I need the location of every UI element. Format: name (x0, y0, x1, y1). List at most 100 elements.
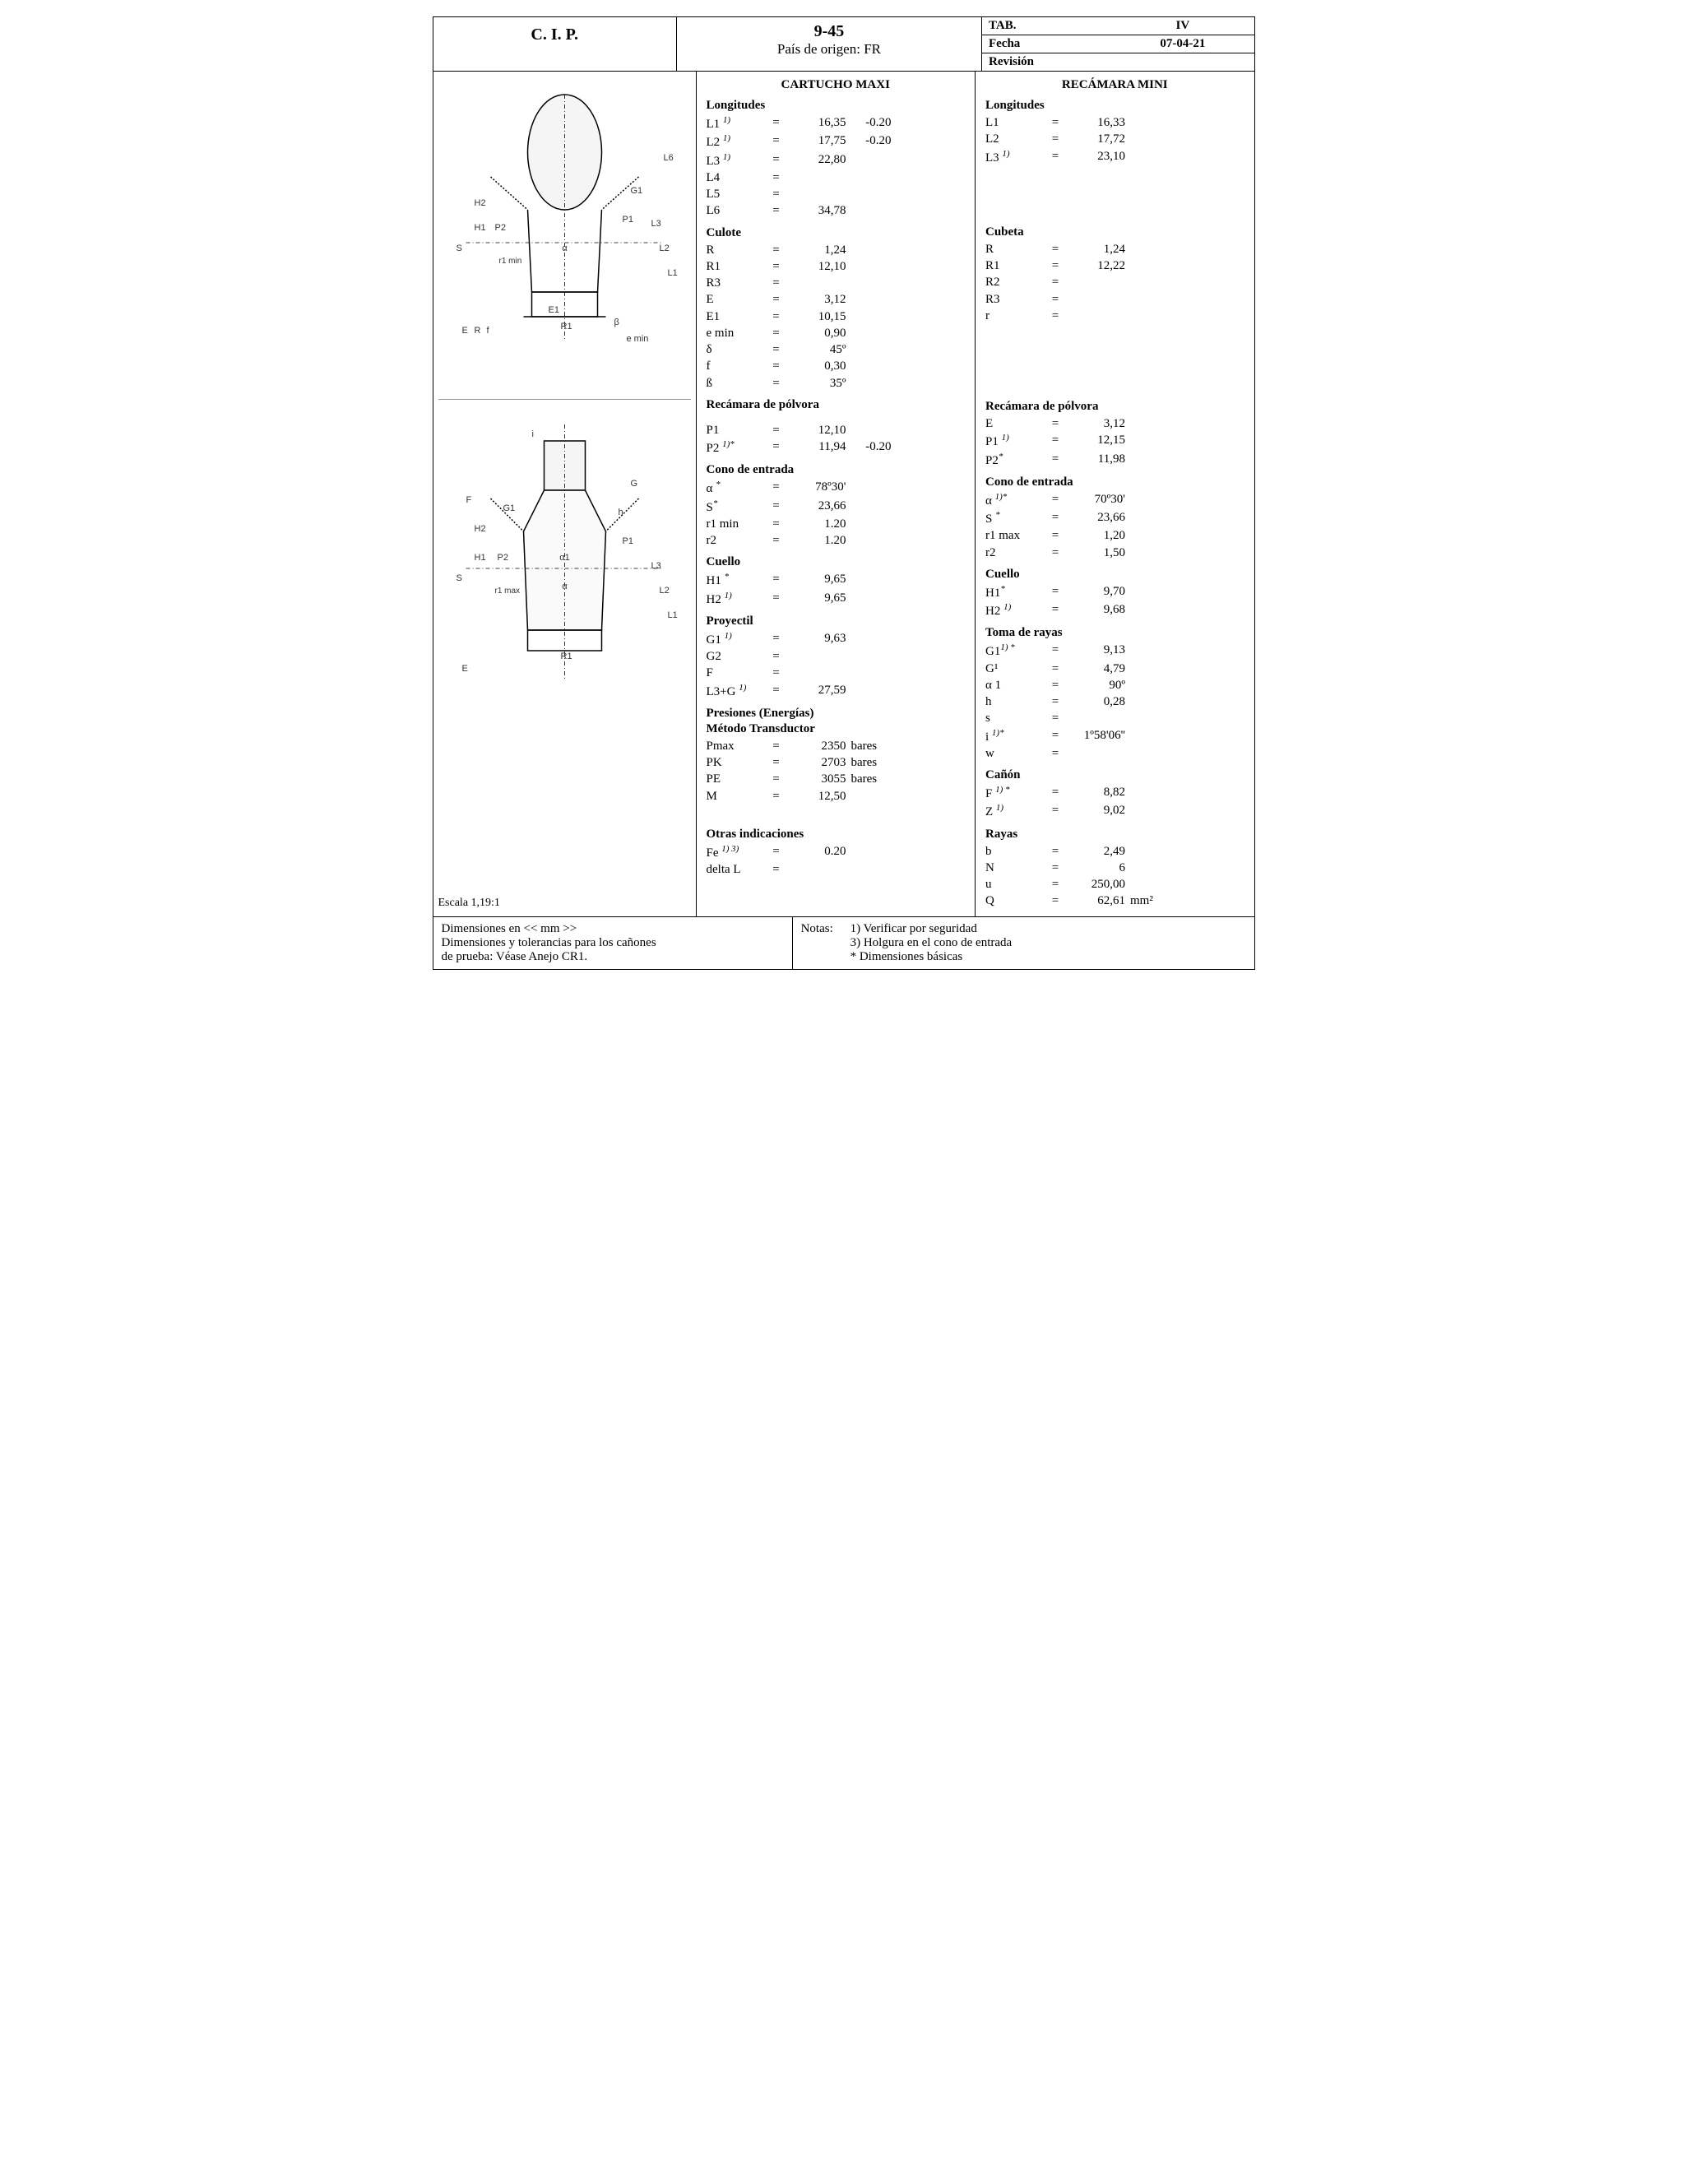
row-c2-G: G¹=4,79 (985, 661, 1244, 677)
sec-canon: Cañón (985, 768, 1244, 782)
header-date-row: Fecha 07-04-21 (982, 35, 1254, 53)
row-c1-delta: δ=45º (707, 341, 966, 358)
row-c2-u: u=250,00 (985, 876, 1244, 893)
cartucho-maxi-column: CARTUCHO MAXI Longitudes L1 1)=16,35-0.2… (697, 72, 976, 916)
row-c2-Q: Q=62,61mm² (985, 893, 1244, 909)
footer-dim-line3: de prueba: Véase Anejo CR1. (442, 950, 784, 964)
col2-title: RECÁMARA MINI (985, 78, 1244, 92)
row-c1-dL: delta L= (707, 861, 966, 878)
row-c1-S: S*=23,66 (707, 498, 966, 516)
svg-text:L3: L3 (651, 219, 660, 229)
header-org: C. I. P. (433, 17, 677, 71)
row-c1-P2: P2 1)*=11,94-0.20 (707, 438, 966, 457)
date-value: 07-04-21 (1118, 37, 1247, 51)
row-c2-E: E=3,12 (985, 415, 1244, 432)
row-c2-s: s= (985, 710, 1244, 726)
row-c2-S: S *=23,66 (985, 509, 1244, 527)
row-c1-L3G: L3+G 1)=27,59 (707, 682, 966, 700)
svg-text:E: E (461, 326, 467, 336)
row-c2-P1: P1 1)=12,15 (985, 432, 1244, 450)
svg-text:H2: H2 (474, 198, 485, 208)
sec-otras: Otras indicaciones (707, 828, 966, 842)
note-3-text: 3) Holgura en el cono de entrada (850, 936, 1013, 950)
row-c2-Z: Z 1)=9,02 (985, 802, 1244, 820)
row-c2-P2: P2*=11,98 (985, 451, 1244, 469)
row-c1-G1: G1 1)=9,63 (707, 630, 966, 648)
row-c1-Pmax: Pmax=2350bares (707, 738, 966, 754)
recamara-mini-column: RECÁMARA MINI Longitudes L1=16,33 L2=17,… (976, 72, 1254, 916)
svg-text:P1: P1 (622, 536, 633, 546)
row-c2-r2b: r2=1,50 (985, 545, 1244, 561)
date-label: Fecha (989, 37, 1118, 51)
row-c1-L2: L2 1)=17,75-0.20 (707, 132, 966, 151)
svg-text:P1: P1 (622, 215, 633, 225)
row-c1-beta: ß=35º (707, 375, 966, 392)
sec-culote: Culote (707, 226, 966, 240)
cartridge-diagram-top: H2 H1 P2 G1 P1 α S L3 L2 L1 L6 E1 R1 E (438, 78, 691, 391)
footer-dim-line1: Dimensiones en << mm >> (442, 922, 784, 936)
row-c1-E1: E1=10,15 (707, 308, 966, 325)
svg-text:G: G (630, 479, 637, 489)
diagram-column: H2 H1 P2 G1 P1 α S L3 L2 L1 L6 E1 R1 E (433, 72, 697, 916)
tab-value: IV (1118, 19, 1247, 33)
row-c2-R2: R2= (985, 274, 1244, 290)
row-c1-E: E=3,12 (707, 291, 966, 308)
row-c1-alpha: α *=78º30' (707, 479, 966, 497)
note-1-text: 1) Verificar por seguridad (850, 922, 977, 936)
row-c2-R3: R3= (985, 291, 1244, 308)
footer-left: Dimensiones en << mm >> Dimensiones y to… (433, 917, 793, 969)
rev-value (1118, 55, 1247, 69)
col1-title: CARTUCHO MAXI (707, 78, 966, 92)
svg-text:G1: G1 (503, 503, 515, 513)
header-rev-row: Revisión (982, 53, 1254, 71)
footer-note-star: * Dimensiones básicas (801, 950, 1246, 964)
row-c2-R1: R1=12,22 (985, 257, 1244, 274)
header-info: TAB. IV Fecha 07-04-21 Revisión (982, 17, 1254, 71)
svg-text:P2: P2 (494, 223, 505, 233)
svg-text:H1: H1 (474, 223, 485, 233)
row-c1-G2: G2= (707, 648, 966, 665)
footer-note-1: Notas: 1) Verificar por seguridad (801, 922, 1246, 936)
svg-text:e min: e min (626, 334, 648, 344)
row-c2-L3: L3 1)=23,10 (985, 148, 1244, 166)
sec-metodo: Método Transductor (707, 722, 966, 736)
row-c2-h: h=0,28 (985, 693, 1244, 710)
row-c1-f: f=0,30 (707, 358, 966, 374)
svg-text:R: R (474, 326, 480, 336)
sec-presiones: Presiones (Energías) (707, 707, 966, 721)
svg-text:L6: L6 (663, 153, 673, 163)
row-c2-a1: α 1=90º (985, 677, 1244, 693)
svg-text:H1: H1 (474, 553, 485, 563)
header-center: 9-45 País de origen: FR (677, 17, 982, 71)
svg-text:S: S (456, 243, 461, 253)
svg-text:L1: L1 (667, 268, 677, 278)
svg-text:R1: R1 (560, 651, 572, 661)
header: C. I. P. 9-45 País de origen: FR TAB. IV… (433, 17, 1254, 72)
row-c1-L5: L5= (707, 186, 966, 202)
sec-proyectil: Proyectil (707, 614, 966, 628)
diagram-scale: Escala 1,19:1 (438, 897, 691, 910)
svg-text:P2: P2 (497, 553, 507, 563)
row-c1-L3: L3 1)=22,80 (707, 151, 966, 169)
svg-text:R1: R1 (560, 322, 572, 332)
row-c2-r: r= (985, 308, 1244, 324)
svg-text:F: F (466, 495, 471, 505)
row-c2-H2: H2 1)=9,68 (985, 601, 1244, 619)
sec-rayas: Rayas (985, 828, 1244, 842)
svg-text:L2: L2 (659, 243, 669, 253)
row-c1-M: M=12,50 (707, 788, 966, 805)
row-c1-H1: H1 *=9,65 (707, 571, 966, 589)
row-c1-L4: L4= (707, 169, 966, 186)
header-origin: País de origen: FR (682, 41, 976, 58)
sec-cuello-1: Cuello (707, 555, 966, 569)
row-c2-b: b=2,49 (985, 843, 1244, 860)
row-c2-r1max: r1 max=1,20 (985, 527, 1244, 544)
footer-dim-line2: Dimensiones y tolerancias para los cañon… (442, 936, 784, 950)
footer-right: Notas: 1) Verificar por seguridad 3) Hol… (793, 917, 1254, 969)
row-c2-L1: L1=16,33 (985, 114, 1244, 131)
row-c2-G1: G11) *=9,13 (985, 642, 1244, 660)
row-c2-w: w= (985, 745, 1244, 762)
sec-longitudes-1: Longitudes (707, 99, 966, 113)
diagram-divider (438, 399, 691, 400)
svg-text:L2: L2 (659, 586, 669, 596)
